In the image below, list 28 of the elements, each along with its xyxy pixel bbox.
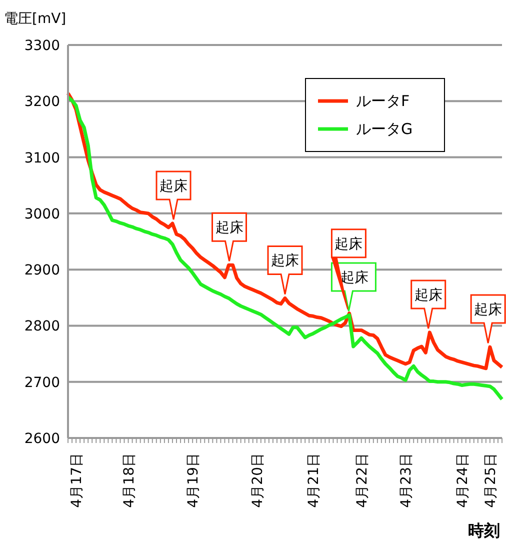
x-tick-label: 4月18日 bbox=[121, 453, 138, 508]
y-tick-label: 3100 bbox=[24, 150, 60, 166]
x-tick-label: 4月19日 bbox=[186, 453, 202, 508]
y-tick-label: 2700 bbox=[24, 374, 60, 391]
x-tick-label: 4月21日 bbox=[306, 453, 322, 508]
y-tick-label: 3200 bbox=[24, 94, 60, 110]
annotation: 起床 bbox=[340, 270, 369, 286]
x-tick-label: 4月24日 bbox=[454, 453, 471, 508]
y-tick-label: 3000 bbox=[24, 206, 60, 222]
y-tick-label: 3300 bbox=[24, 38, 60, 54]
legend-label: ルータF bbox=[356, 92, 410, 110]
y-tick-label: 2600 bbox=[24, 430, 60, 447]
y-tick-label: 2900 bbox=[24, 262, 60, 279]
annotation: 起床 bbox=[474, 302, 502, 318]
annotation: 起床 bbox=[414, 287, 442, 304]
x-tick-label: 4月17日 bbox=[69, 453, 86, 508]
x-axis-title: 時刻 bbox=[468, 521, 500, 542]
x-tick-label: 4月25日 bbox=[482, 453, 499, 508]
x-tick-label: 4月22日 bbox=[354, 453, 370, 508]
annotation: 起床 bbox=[160, 178, 188, 195]
legend-label: ルータG bbox=[356, 120, 413, 138]
y-axis-title: 電圧[mV] bbox=[4, 10, 66, 28]
y-tick-label: 2800 bbox=[24, 318, 60, 335]
x-tick-label: 4月23日 bbox=[398, 453, 415, 508]
annotation: 起床 bbox=[334, 236, 363, 252]
annotation: 起床 bbox=[215, 220, 244, 236]
x-tick-label: 4月20日 bbox=[250, 453, 266, 508]
annotation: 起床 bbox=[271, 253, 299, 270]
